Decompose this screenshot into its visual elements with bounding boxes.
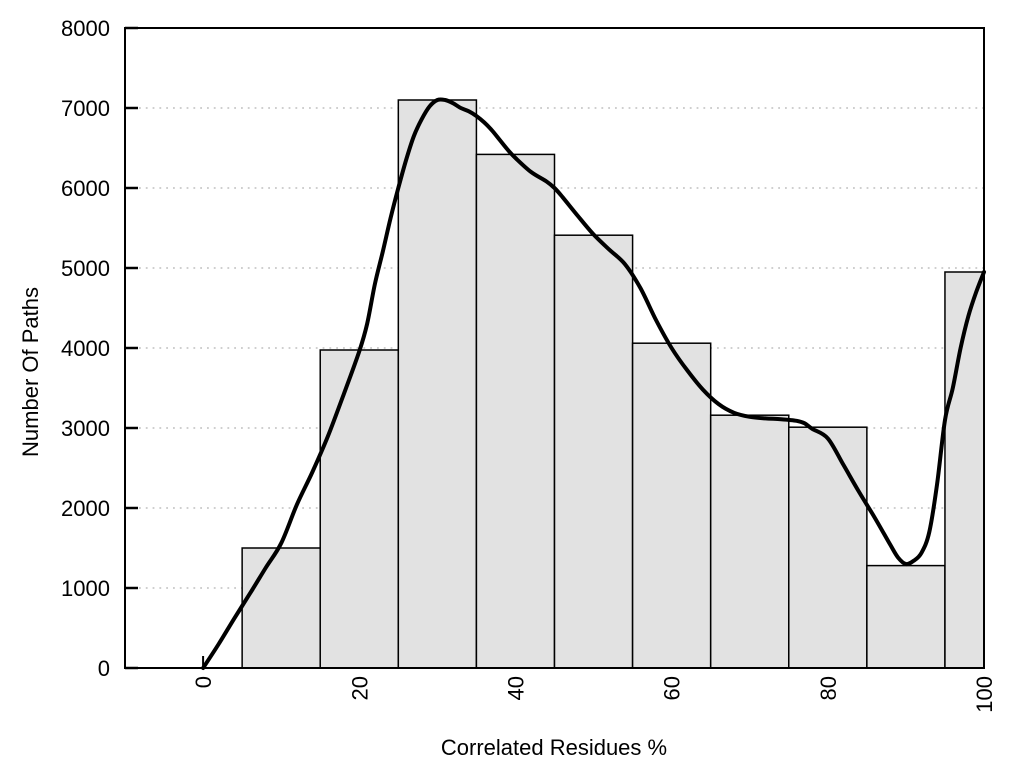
histogram-bar (788, 426, 868, 669)
y-tick-label: 3000 (61, 416, 110, 441)
histogram-bar (709, 414, 790, 669)
x-tick-label: 80 (816, 676, 841, 700)
y-tick-label: 5000 (61, 256, 110, 281)
y-tick-label: 1000 (61, 576, 110, 601)
histogram-bar (475, 153, 556, 669)
x-tick-label: 100 (972, 676, 997, 713)
x-tick-label: 0 (191, 676, 216, 688)
histogram-bar (631, 342, 712, 669)
y-tick-label: 6000 (61, 176, 110, 201)
x-tick-label: 20 (347, 676, 372, 700)
x-tick-label: 40 (503, 676, 528, 700)
y-tick-label: 2000 (61, 496, 110, 521)
y-tick-label: 4000 (61, 336, 110, 361)
histogram-bar (866, 564, 946, 669)
y-tick-label: 7000 (61, 96, 110, 121)
smoothed-path-frequency-curve (201, 97, 986, 670)
histogram-bar (319, 349, 400, 669)
x-tick-label: 60 (660, 676, 685, 700)
histogram-bar (241, 547, 321, 669)
plot-border (124, 27, 985, 669)
plot-area: 0 1000 2000 3000 4000 5000 6000 7000 8000 0 20 40 60… (61, 16, 997, 713)
y-tick-label: 8000 (61, 16, 110, 41)
y-tick-label: 0 (98, 656, 110, 681)
histogram-bar (397, 99, 478, 669)
histogram-bar (553, 234, 634, 669)
x-axis-title: Correlated Residues % (441, 735, 667, 760)
y-axis-title: Number Of Paths (18, 287, 43, 457)
